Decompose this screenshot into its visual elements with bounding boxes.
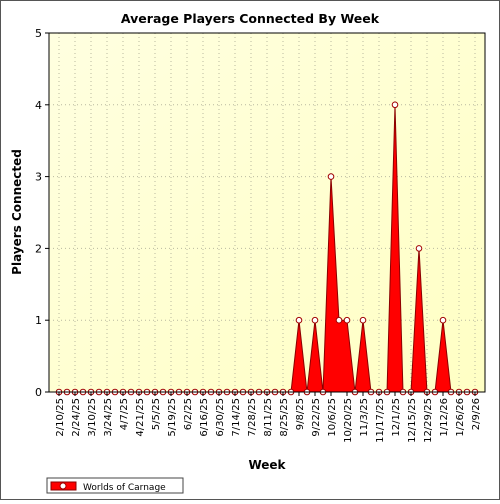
data-point — [335, 316, 343, 324]
x-tick-label: 10/6/25 — [327, 398, 338, 437]
data-point — [415, 245, 423, 252]
legend-label: Worlds of Carnage — [83, 483, 166, 493]
data-point — [327, 173, 335, 180]
y-axis-title: Players Connected — [10, 149, 24, 275]
x-tick-label: 9/8/25 — [295, 398, 306, 430]
data-point — [359, 316, 367, 324]
data-point — [391, 101, 399, 109]
x-tick-label: 2/10/25 — [55, 398, 66, 437]
y-tick-label: 5 — [35, 27, 42, 40]
axis-layer — [45, 32, 486, 396]
x-tick-label: 6/2/25 — [183, 398, 194, 430]
x-tick-label: 11/17/25 — [375, 398, 386, 443]
x-tick-label: 4/21/25 — [135, 398, 146, 437]
x-tick-label: 11/3/25 — [359, 398, 370, 437]
legend-box — [46, 477, 184, 494]
y-tick-label: 1 — [35, 314, 42, 327]
x-tick-label: 6/30/25 — [215, 398, 226, 437]
x-tick-label: 7/14/25 — [231, 398, 242, 437]
x-tick-label: 3/10/25 — [87, 398, 98, 437]
x-tick-label: 12/29/25 — [423, 398, 434, 443]
x-tick-label: 5/5/25 — [151, 398, 162, 430]
y-tick-label: 0 — [35, 386, 42, 399]
x-tick-label: 5/19/25 — [167, 398, 178, 437]
x-tick-label: 10/20/25 — [343, 398, 354, 443]
x-tick-labels: 2/10/25 2/24/25 3/10/25 3/24/25 4/7/25 4/21/2… — [55, 398, 482, 443]
x-tick-label: 1/12/26 — [439, 398, 450, 437]
y-tick-label: 3 — [35, 171, 42, 184]
x-tick-label: 1/26/26 — [455, 398, 466, 437]
x-tick-label: 2/9/26 — [471, 398, 482, 430]
x-tick-label: 9/22/25 — [311, 398, 322, 437]
data-point — [439, 316, 447, 324]
data-point — [311, 316, 319, 324]
x-tick-label: 6/16/25 — [199, 398, 210, 437]
legend: Worlds of Carnage — [46, 477, 184, 494]
y-tick-labels: 0 1 2 3 4 5 — [35, 27, 42, 399]
x-tick-label: 2/24/25 — [71, 398, 82, 437]
plot-area-background — [49, 33, 485, 392]
data-point — [295, 316, 303, 324]
x-tick-label: 4/7/25 — [119, 398, 130, 430]
y-tick-label: 2 — [35, 242, 42, 255]
x-tick-label: 12/15/25 — [407, 398, 418, 443]
y-tick-label: 4 — [35, 99, 42, 112]
x-axis-title: Week — [248, 458, 286, 472]
x-tick-label: 12/1/25 — [391, 398, 402, 437]
x-tick-label: 7/28/25 — [247, 398, 258, 437]
x-tick-label: 3/24/25 — [103, 398, 114, 437]
chart-title: Average Players Connected By Week — [121, 11, 380, 26]
data-point — [343, 316, 351, 324]
x-tick-label: 8/25/25 — [279, 398, 290, 437]
x-tick-label: 8/11/25 — [263, 398, 274, 437]
legend-marker — [59, 482, 67, 490]
